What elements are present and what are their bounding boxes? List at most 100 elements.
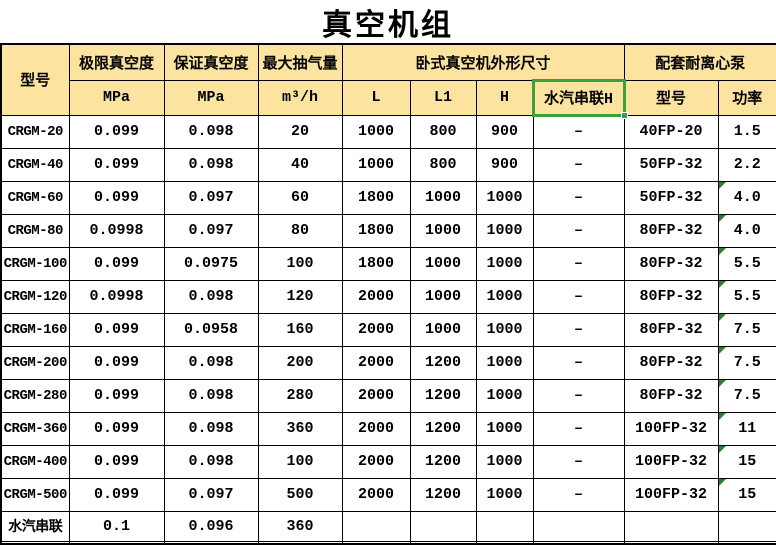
cell-model[interactable]: CRGM-40 bbox=[0, 147, 70, 182]
col-header-max-capacity[interactable]: 最大抽气量 bbox=[257, 43, 343, 81]
cell-model[interactable]: CRGM-120 bbox=[0, 279, 70, 314]
cell-steam-series-h[interactable]: – bbox=[532, 378, 625, 413]
cell-pump-model[interactable]: 100FP-32 bbox=[623, 444, 719, 479]
cell-capacity[interactable]: 60 bbox=[257, 180, 343, 215]
cell-dim-h[interactable]: 1000 bbox=[475, 312, 534, 347]
cell-pump-power[interactable]: 4.0 bbox=[717, 180, 776, 215]
cell-ultimate-vacuum[interactable]: 0.099 bbox=[68, 444, 165, 479]
col-header-pump-power[interactable]: 功率 bbox=[717, 79, 776, 116]
cell-steam-series-h[interactable]: – bbox=[532, 180, 625, 215]
cell-model[interactable]: 水汽串联 bbox=[0, 510, 70, 542]
cell-guaranteed-vacuum[interactable]: 0.098 bbox=[163, 279, 259, 314]
cell-dim-h[interactable]: 1000 bbox=[475, 180, 534, 215]
cell-dim-h[interactable]: 1000 bbox=[475, 213, 534, 248]
cell-capacity[interactable]: 280 bbox=[257, 378, 343, 413]
cell-dim-l[interactable]: 2000 bbox=[341, 345, 411, 380]
col-header-dimensions-group[interactable]: 卧式真空机外形尺寸 bbox=[341, 43, 625, 81]
cell-pump-model[interactable] bbox=[623, 510, 719, 542]
cell-model[interactable]: CRGM-100 bbox=[0, 246, 70, 281]
cell-guaranteed-vacuum[interactable]: 0.0958 bbox=[163, 312, 259, 347]
cell-pump-power[interactable]: 7.5 bbox=[717, 312, 776, 347]
cell-pump-power[interactable]: 4.0 bbox=[717, 213, 776, 248]
cell-dim-l[interactable]: 2000 bbox=[341, 312, 411, 347]
cell-guaranteed-vacuum[interactable]: 0.098 bbox=[163, 444, 259, 479]
cell-dim-h[interactable] bbox=[475, 510, 534, 542]
cell-pump-power[interactable]: 11 bbox=[717, 411, 776, 446]
cell-pump-power[interactable]: 5.5 bbox=[717, 246, 776, 281]
cell-pump-model[interactable]: 80FP-32 bbox=[623, 246, 719, 281]
cell-pump-power[interactable]: 7.5 bbox=[717, 378, 776, 413]
cell-model[interactable]: CRGM-360 bbox=[0, 411, 70, 446]
cell-pump-power[interactable]: 7.5 bbox=[717, 345, 776, 380]
cell-dim-h[interactable]: 1000 bbox=[475, 246, 534, 281]
cell-dim-h[interactable]: 1000 bbox=[475, 378, 534, 413]
cell-pump-model[interactable]: 80FP-32 bbox=[623, 378, 719, 413]
cell-pump-model[interactable]: 40FP-20 bbox=[623, 114, 719, 149]
cell-steam-series-h[interactable]: – bbox=[532, 213, 625, 248]
cell-steam-series-h[interactable]: – bbox=[532, 345, 625, 380]
cell-ultimate-vacuum[interactable]: 0.099 bbox=[68, 180, 165, 215]
cell-dim-l1[interactable]: 1200 bbox=[409, 477, 477, 512]
cell-pump-model[interactable]: 80FP-32 bbox=[623, 213, 719, 248]
cell-dim-l1[interactable]: 1200 bbox=[409, 444, 477, 479]
cell-guaranteed-vacuum[interactable]: 0.098 bbox=[163, 147, 259, 182]
col-header-pump-model[interactable]: 型号 bbox=[623, 79, 719, 116]
cell-steam-series-h[interactable]: – bbox=[532, 411, 625, 446]
cell-capacity[interactable]: 160 bbox=[257, 312, 343, 347]
cell-dim-l1[interactable]: 1200 bbox=[409, 411, 477, 446]
cell-capacity[interactable]: 40 bbox=[257, 147, 343, 182]
cell-dim-l[interactable]: 1800 bbox=[341, 213, 411, 248]
cell-model[interactable]: CRGM-400 bbox=[0, 444, 70, 479]
cell-ultimate-vacuum[interactable]: 0.099 bbox=[68, 147, 165, 182]
cell-guaranteed-vacuum[interactable]: 0.0975 bbox=[163, 246, 259, 281]
cell-dim-h[interactable]: 1000 bbox=[475, 444, 534, 479]
cell-model[interactable]: CRGM-60 bbox=[0, 180, 70, 215]
cell-guaranteed-vacuum[interactable]: 0.097 bbox=[163, 477, 259, 512]
cell-model[interactable]: CRGM-280 bbox=[0, 378, 70, 413]
cell-ultimate-vacuum[interactable]: 0.099 bbox=[68, 411, 165, 446]
cell-dim-l1[interactable]: 1200 bbox=[409, 345, 477, 380]
cell-dim-l1[interactable]: 1000 bbox=[409, 213, 477, 248]
cell-ultimate-vacuum[interactable]: 0.099 bbox=[68, 312, 165, 347]
cell-capacity[interactable]: 120 bbox=[257, 279, 343, 314]
cell-dim-l1[interactable]: 800 bbox=[409, 114, 477, 149]
cell-dim-l1[interactable]: 1000 bbox=[409, 312, 477, 347]
cell-steam-series-h[interactable]: – bbox=[532, 312, 625, 347]
cell-guaranteed-vacuum[interactable]: 0.098 bbox=[163, 345, 259, 380]
cell-capacity[interactable]: 360 bbox=[257, 510, 343, 542]
cell-capacity[interactable]: 20 bbox=[257, 114, 343, 149]
cell-capacity[interactable]: 200 bbox=[257, 345, 343, 380]
cell-dim-l[interactable] bbox=[341, 510, 411, 542]
cell-ultimate-vacuum[interactable]: 0.1 bbox=[68, 510, 165, 542]
cell-pump-model[interactable]: 50FP-32 bbox=[623, 147, 719, 182]
col-header-dim-l[interactable]: L bbox=[341, 79, 411, 116]
cell-pump-power[interactable]: 15 bbox=[717, 477, 776, 512]
col-header-ultimate-vacuum[interactable]: 极限真空度 bbox=[68, 43, 165, 81]
cell-pump-power[interactable]: 15 bbox=[717, 444, 776, 479]
cell-pump-power[interactable]: 2.2 bbox=[717, 147, 776, 182]
cell-guaranteed-vacuum[interactable]: 0.098 bbox=[163, 114, 259, 149]
cell-model[interactable]: CRGM-80 bbox=[0, 213, 70, 248]
cell-capacity[interactable]: 360 bbox=[257, 411, 343, 446]
cell-steam-series-h[interactable]: – bbox=[532, 147, 625, 182]
cell-guaranteed-vacuum[interactable]: 0.098 bbox=[163, 378, 259, 413]
cell-pump-power[interactable]: 1.5 bbox=[717, 114, 776, 149]
cell-ultimate-vacuum[interactable]: 0.099 bbox=[68, 477, 165, 512]
col-header-guaranteed-unit[interactable]: MPa bbox=[163, 79, 259, 116]
cell-capacity[interactable]: 100 bbox=[257, 246, 343, 281]
col-header-dim-h[interactable]: H bbox=[475, 79, 534, 116]
cell-ultimate-vacuum[interactable]: 0.099 bbox=[68, 246, 165, 281]
cell-ultimate-vacuum[interactable]: 0.099 bbox=[68, 378, 165, 413]
cell-dim-h[interactable]: 1000 bbox=[475, 411, 534, 446]
cell-dim-h[interactable]: 1000 bbox=[475, 477, 534, 512]
cell-steam-series-h[interactable]: – bbox=[532, 279, 625, 314]
col-header-pump-group[interactable]: 配套耐离心泵 bbox=[623, 43, 776, 81]
cell-steam-series-h[interactable]: – bbox=[532, 114, 625, 149]
cell-ultimate-vacuum[interactable]: 0.099 bbox=[68, 114, 165, 149]
cell-pump-power[interactable] bbox=[717, 510, 776, 542]
cell-dim-l1[interactable]: 800 bbox=[409, 147, 477, 182]
cell-dim-l[interactable]: 2000 bbox=[341, 378, 411, 413]
cell-dim-h[interactable]: 1000 bbox=[475, 345, 534, 380]
cell-dim-h[interactable]: 1000 bbox=[475, 279, 534, 314]
cell-guaranteed-vacuum[interactable]: 0.097 bbox=[163, 180, 259, 215]
